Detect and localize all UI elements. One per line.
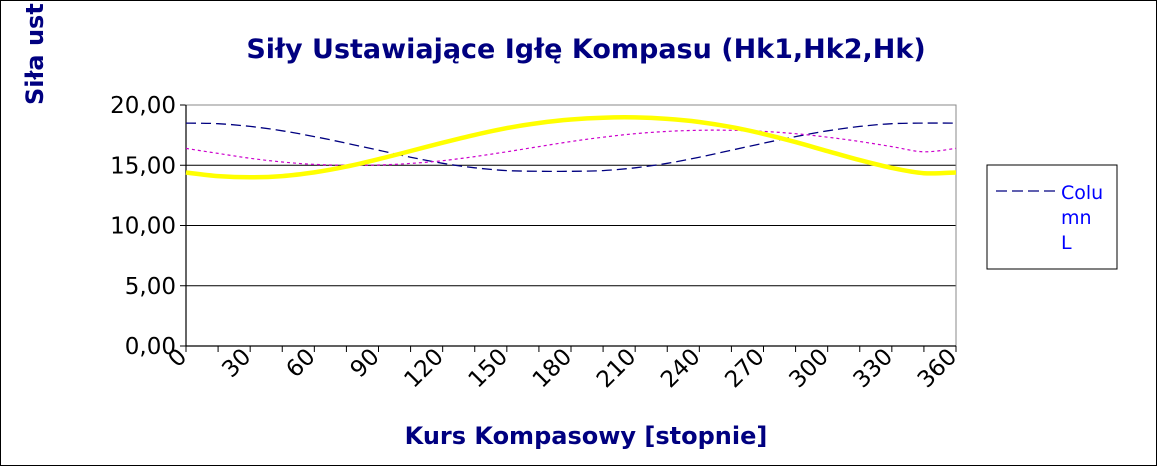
y-axis-label: Siła ust [21,3,49,105]
series-line-thick [185,115,957,180]
x-tick-label: 240 [656,344,705,393]
x-tick-label: 210 [592,344,641,393]
y-tick-label: 10,00 [110,214,176,240]
y-tick-label: 5,00 [125,274,176,300]
x-axis-label: Kurs Kompasowy [stopnie] [405,422,768,450]
legend-label-line: Colu [1061,182,1103,204]
x-tick-label: 150 [464,344,513,393]
x-tick-label: 180 [528,344,577,393]
y-tick-label: 0,00 [125,334,176,360]
x-tick-label: 120 [399,344,448,393]
chart-title: Siły Ustawiające Igłę Kompasu (Hk1,Hk2,H… [246,34,925,65]
x-tick-label: 360 [913,344,962,393]
legend-label-line: L [1061,232,1072,254]
y-tick-label: 15,00 [110,153,176,179]
x-tick-label: 270 [720,344,769,393]
series-line-dotted [185,129,957,166]
y-tick-label: 20,00 [110,93,176,119]
legend: Colu mn L [986,164,1118,270]
x-tick-label: 300 [784,344,833,393]
legend-entry-label: Colu mn L [1061,182,1103,254]
legend-box [986,164,1118,270]
series-line-dashed [185,122,957,173]
legend-label-line: mn [1061,207,1092,229]
x-tick-label: 330 [849,344,898,393]
